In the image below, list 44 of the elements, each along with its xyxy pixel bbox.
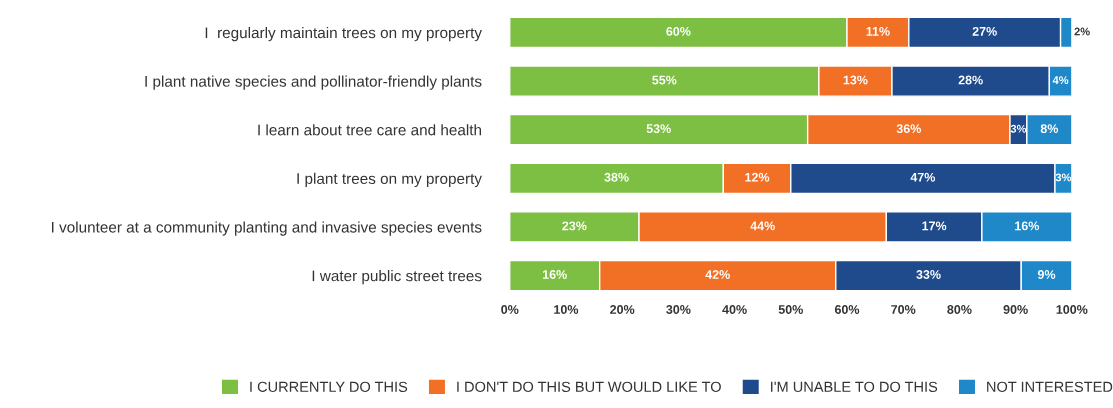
data-label: 16% (543, 270, 567, 279)
data-label: 8% (1040, 124, 1059, 134)
data-label: 55% (652, 75, 677, 85)
x-tick-label: 80% (947, 305, 972, 314)
data-label: 13% (843, 75, 868, 85)
x-tick-label: 100% (1056, 305, 1088, 314)
data-label: 11% (866, 27, 890, 36)
data-label: 33% (916, 270, 941, 279)
data-label: 3% (1010, 124, 1027, 133)
legend-label: I DON'T DO THIS BUT WOULD LIKE TO (457, 381, 721, 392)
x-tick-label: 10% (554, 305, 579, 314)
data-label: 28% (958, 75, 983, 85)
legend-label: I CURRENTLY DO THIS (250, 381, 408, 392)
y-tick-label: I plant trees on my property (297, 172, 482, 188)
data-label: 23% (562, 221, 587, 231)
x-tick-label: 50% (778, 305, 803, 314)
y-tick-label: I plant native species and pollinator-friendly plants (145, 75, 482, 90)
data-label: 36% (896, 124, 921, 134)
x-tick-label: 40% (722, 305, 747, 314)
legend-label: I'M UNABLE TO DO THIS (771, 381, 938, 392)
x-tick-label: 60% (834, 305, 860, 314)
data-label: 12% (745, 172, 770, 182)
x-tick-label: 30% (666, 305, 691, 314)
data-label: 17% (922, 221, 947, 231)
y-tick-label: I volunteer at a community planting and invasive species events (52, 221, 482, 236)
data-label: 27% (972, 26, 997, 36)
x-tick-label: 20% (610, 305, 635, 314)
data-label: 47% (910, 172, 936, 182)
y-tick-label: I water public street trees (312, 270, 482, 285)
x-tick-label: 90% (1003, 305, 1028, 314)
data-label: 53% (646, 124, 671, 134)
data-label: 16% (1015, 221, 1040, 231)
data-label: 42% (705, 270, 730, 279)
data-label: 4% (1052, 76, 1069, 85)
data-label: 2% (1074, 27, 1090, 36)
data-label: 60% (666, 26, 691, 36)
x-tick-label: 70% (891, 305, 916, 314)
y-tick-label: I regularly maintain trees on my property (205, 26, 482, 42)
y-tick-label: I learn about tree care and health (258, 124, 481, 136)
x-tick-label: 0% (501, 305, 519, 314)
data-label: 44% (750, 221, 775, 231)
data-label: 9% (1037, 270, 1056, 279)
data-label: 38% (604, 172, 629, 182)
legend-label: NOT INTERESTED (987, 381, 1113, 392)
